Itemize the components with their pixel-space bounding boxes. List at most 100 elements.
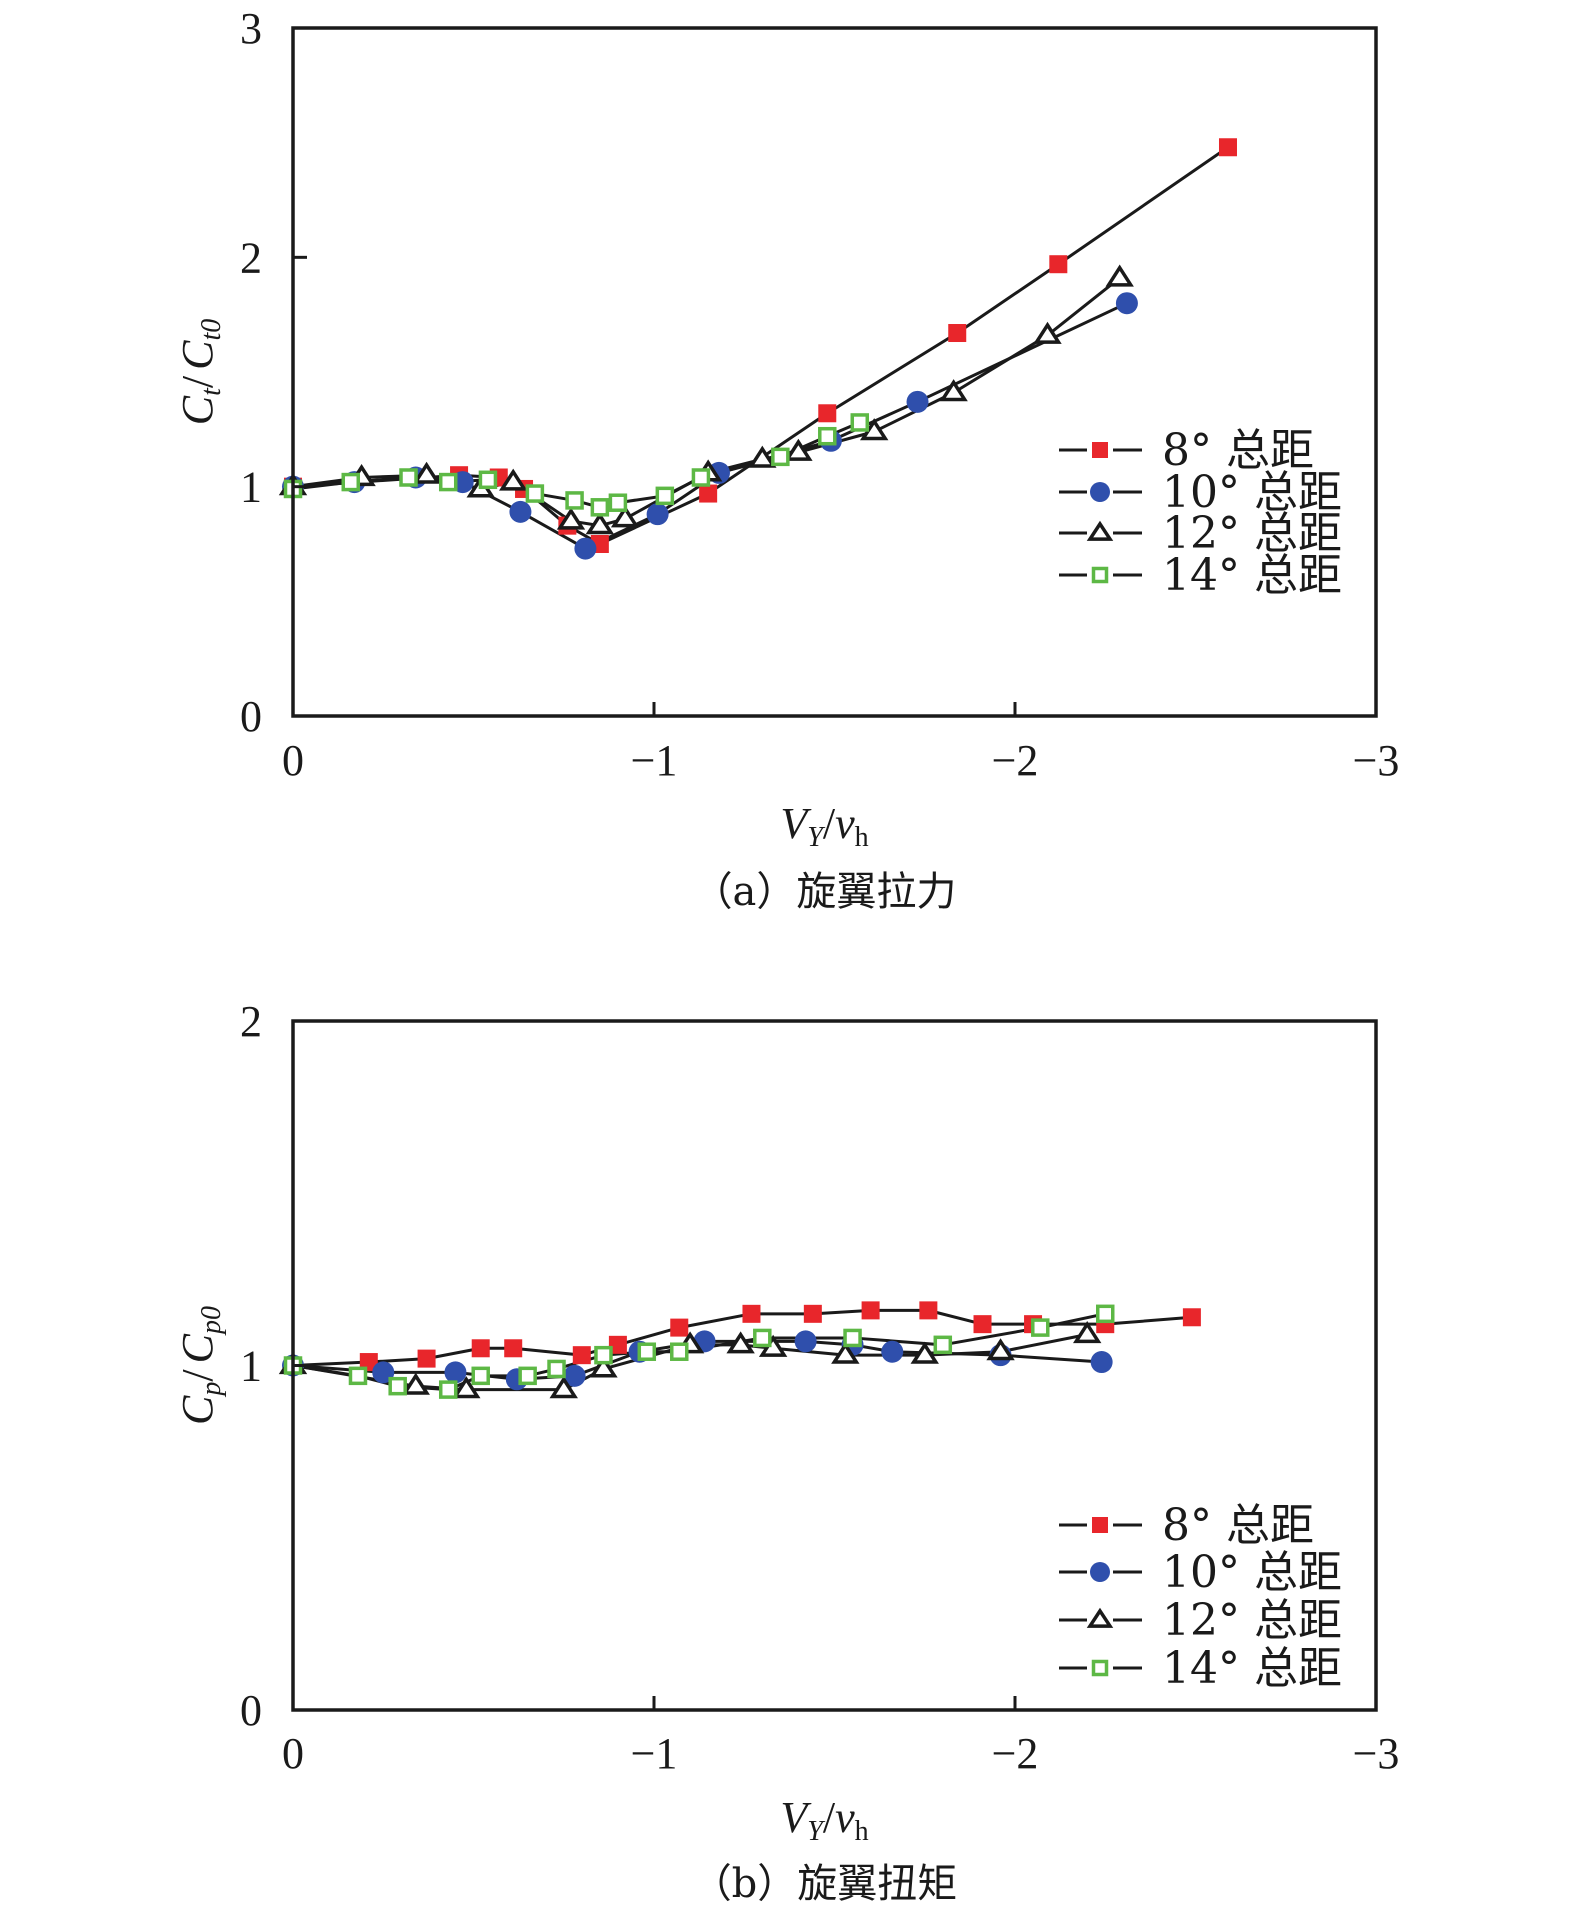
data-point bbox=[471, 1366, 490, 1386]
data-point bbox=[818, 426, 837, 446]
x-axis-label-part: / bbox=[823, 1793, 836, 1842]
legend-item: 12° 总距 bbox=[1059, 508, 1342, 559]
y-axis-label-part: / bbox=[173, 1369, 222, 1382]
data-point bbox=[637, 1342, 657, 1361]
legend-label: 12° 总距 bbox=[1162, 1595, 1342, 1646]
x-tick-label: −1 bbox=[631, 1729, 678, 1778]
data-point bbox=[359, 1353, 378, 1372]
data-point bbox=[1096, 1304, 1115, 1324]
figure-caption: （a）旋翼拉力 bbox=[693, 869, 957, 915]
y-axis-label-part: t bbox=[196, 387, 227, 396]
x-axis-label-part: / bbox=[823, 799, 836, 848]
y-axis-label-part: C bbox=[173, 395, 222, 425]
data-point bbox=[499, 468, 528, 491]
data-point bbox=[565, 491, 584, 510]
y-tick-label: 2 bbox=[240, 997, 262, 1046]
data-point bbox=[444, 1361, 467, 1384]
y-axis-label-part: t0 bbox=[196, 319, 227, 341]
data-point bbox=[881, 1340, 904, 1363]
data-point bbox=[438, 1380, 458, 1399]
data-point bbox=[646, 503, 669, 526]
data-point bbox=[556, 507, 586, 530]
x-tick-label: −2 bbox=[992, 736, 1039, 785]
y-tick-label: 1 bbox=[240, 1342, 262, 1391]
data-point bbox=[753, 1328, 772, 1348]
data-point bbox=[948, 324, 967, 343]
x-axis-label: VY/vh bbox=[780, 1793, 868, 1847]
y-axis-label: Ct/ Ct0 bbox=[173, 319, 227, 426]
y-tick-label: 1 bbox=[240, 463, 262, 512]
data-point bbox=[471, 1339, 490, 1358]
data-point bbox=[1033, 321, 1062, 344]
x-tick-label: −3 bbox=[1353, 736, 1400, 785]
legend-marker-icon bbox=[1092, 1517, 1108, 1533]
data-point bbox=[726, 1331, 755, 1354]
series-line-2 bbox=[292, 301, 1128, 551]
data-point bbox=[525, 484, 545, 503]
data-point bbox=[655, 486, 675, 506]
data-point bbox=[610, 505, 640, 528]
y-axis-label: Cp/ Cp0 bbox=[173, 1306, 227, 1425]
data-point bbox=[933, 1335, 953, 1355]
series-markers-2 bbox=[282, 292, 1138, 560]
x-axis-label-part: h bbox=[855, 822, 869, 853]
legend-item: 12° 总距 bbox=[1059, 1595, 1342, 1646]
data-point bbox=[986, 1338, 1015, 1361]
data-point bbox=[1115, 292, 1138, 315]
data-point bbox=[438, 472, 458, 492]
data-point bbox=[850, 413, 870, 432]
y-tick-label: 0 bbox=[240, 1686, 262, 1735]
legend-label: 8° 总距 bbox=[1162, 425, 1314, 476]
x-tick-label: −2 bbox=[992, 1729, 1039, 1778]
x-axis-label-part: Y bbox=[807, 822, 826, 853]
data-point bbox=[585, 512, 615, 535]
data-point bbox=[910, 1341, 939, 1364]
data-point bbox=[509, 500, 532, 523]
data-point bbox=[563, 1364, 586, 1387]
data-point bbox=[1218, 138, 1237, 157]
data-point bbox=[608, 493, 628, 512]
legend-marker-icon bbox=[1090, 482, 1110, 502]
data-point bbox=[478, 470, 498, 490]
data-point bbox=[784, 438, 813, 461]
legend-item: 10° 总距 bbox=[1059, 1547, 1342, 1598]
data-point bbox=[973, 1315, 992, 1334]
x-axis-label-part: v bbox=[835, 1793, 855, 1842]
x-tick-label: 0 bbox=[282, 736, 304, 785]
y-tick-label: 2 bbox=[240, 233, 262, 282]
data-point bbox=[818, 404, 837, 423]
y-tick-label: 0 bbox=[240, 692, 262, 741]
series-line-1 bbox=[292, 1308, 1193, 1367]
legend-label: 14° 总距 bbox=[1162, 550, 1342, 601]
series-markers-3 bbox=[278, 1321, 1102, 1399]
data-point bbox=[547, 1359, 566, 1379]
data-point bbox=[388, 1376, 407, 1396]
legend-item: 10° 总距 bbox=[1059, 467, 1342, 518]
data-point bbox=[574, 537, 597, 560]
data-point bbox=[939, 379, 968, 402]
data-point bbox=[919, 1301, 938, 1320]
series-markers-4 bbox=[283, 413, 870, 517]
y-tick-label: 3 bbox=[240, 4, 262, 53]
data-point bbox=[748, 445, 777, 468]
data-point bbox=[771, 447, 790, 467]
x-axis-label-part: V bbox=[780, 1793, 812, 1842]
data-point bbox=[412, 461, 441, 484]
data-point bbox=[504, 1339, 523, 1358]
data-point bbox=[417, 1349, 436, 1368]
y-axis-label-part: / bbox=[173, 375, 222, 388]
data-point bbox=[518, 1366, 537, 1386]
data-point bbox=[1031, 1318, 1050, 1337]
figure-caption: （b）旋翼扭矩 bbox=[692, 1861, 958, 1907]
legend-marker-icon bbox=[1086, 520, 1114, 541]
legend-item: 8° 总距 bbox=[1059, 425, 1314, 476]
legend-item: 8° 总距 bbox=[1059, 1500, 1314, 1551]
x-axis-label-part: v bbox=[835, 799, 855, 848]
legend-label: 12° 总距 bbox=[1162, 508, 1342, 559]
data-point bbox=[341, 472, 361, 492]
legend-marker-icon bbox=[1090, 1562, 1110, 1582]
legend-item: 14° 总距 bbox=[1059, 1643, 1342, 1694]
legend-item: 14° 总距 bbox=[1059, 550, 1342, 601]
x-axis-label-part: Y bbox=[807, 1816, 826, 1847]
